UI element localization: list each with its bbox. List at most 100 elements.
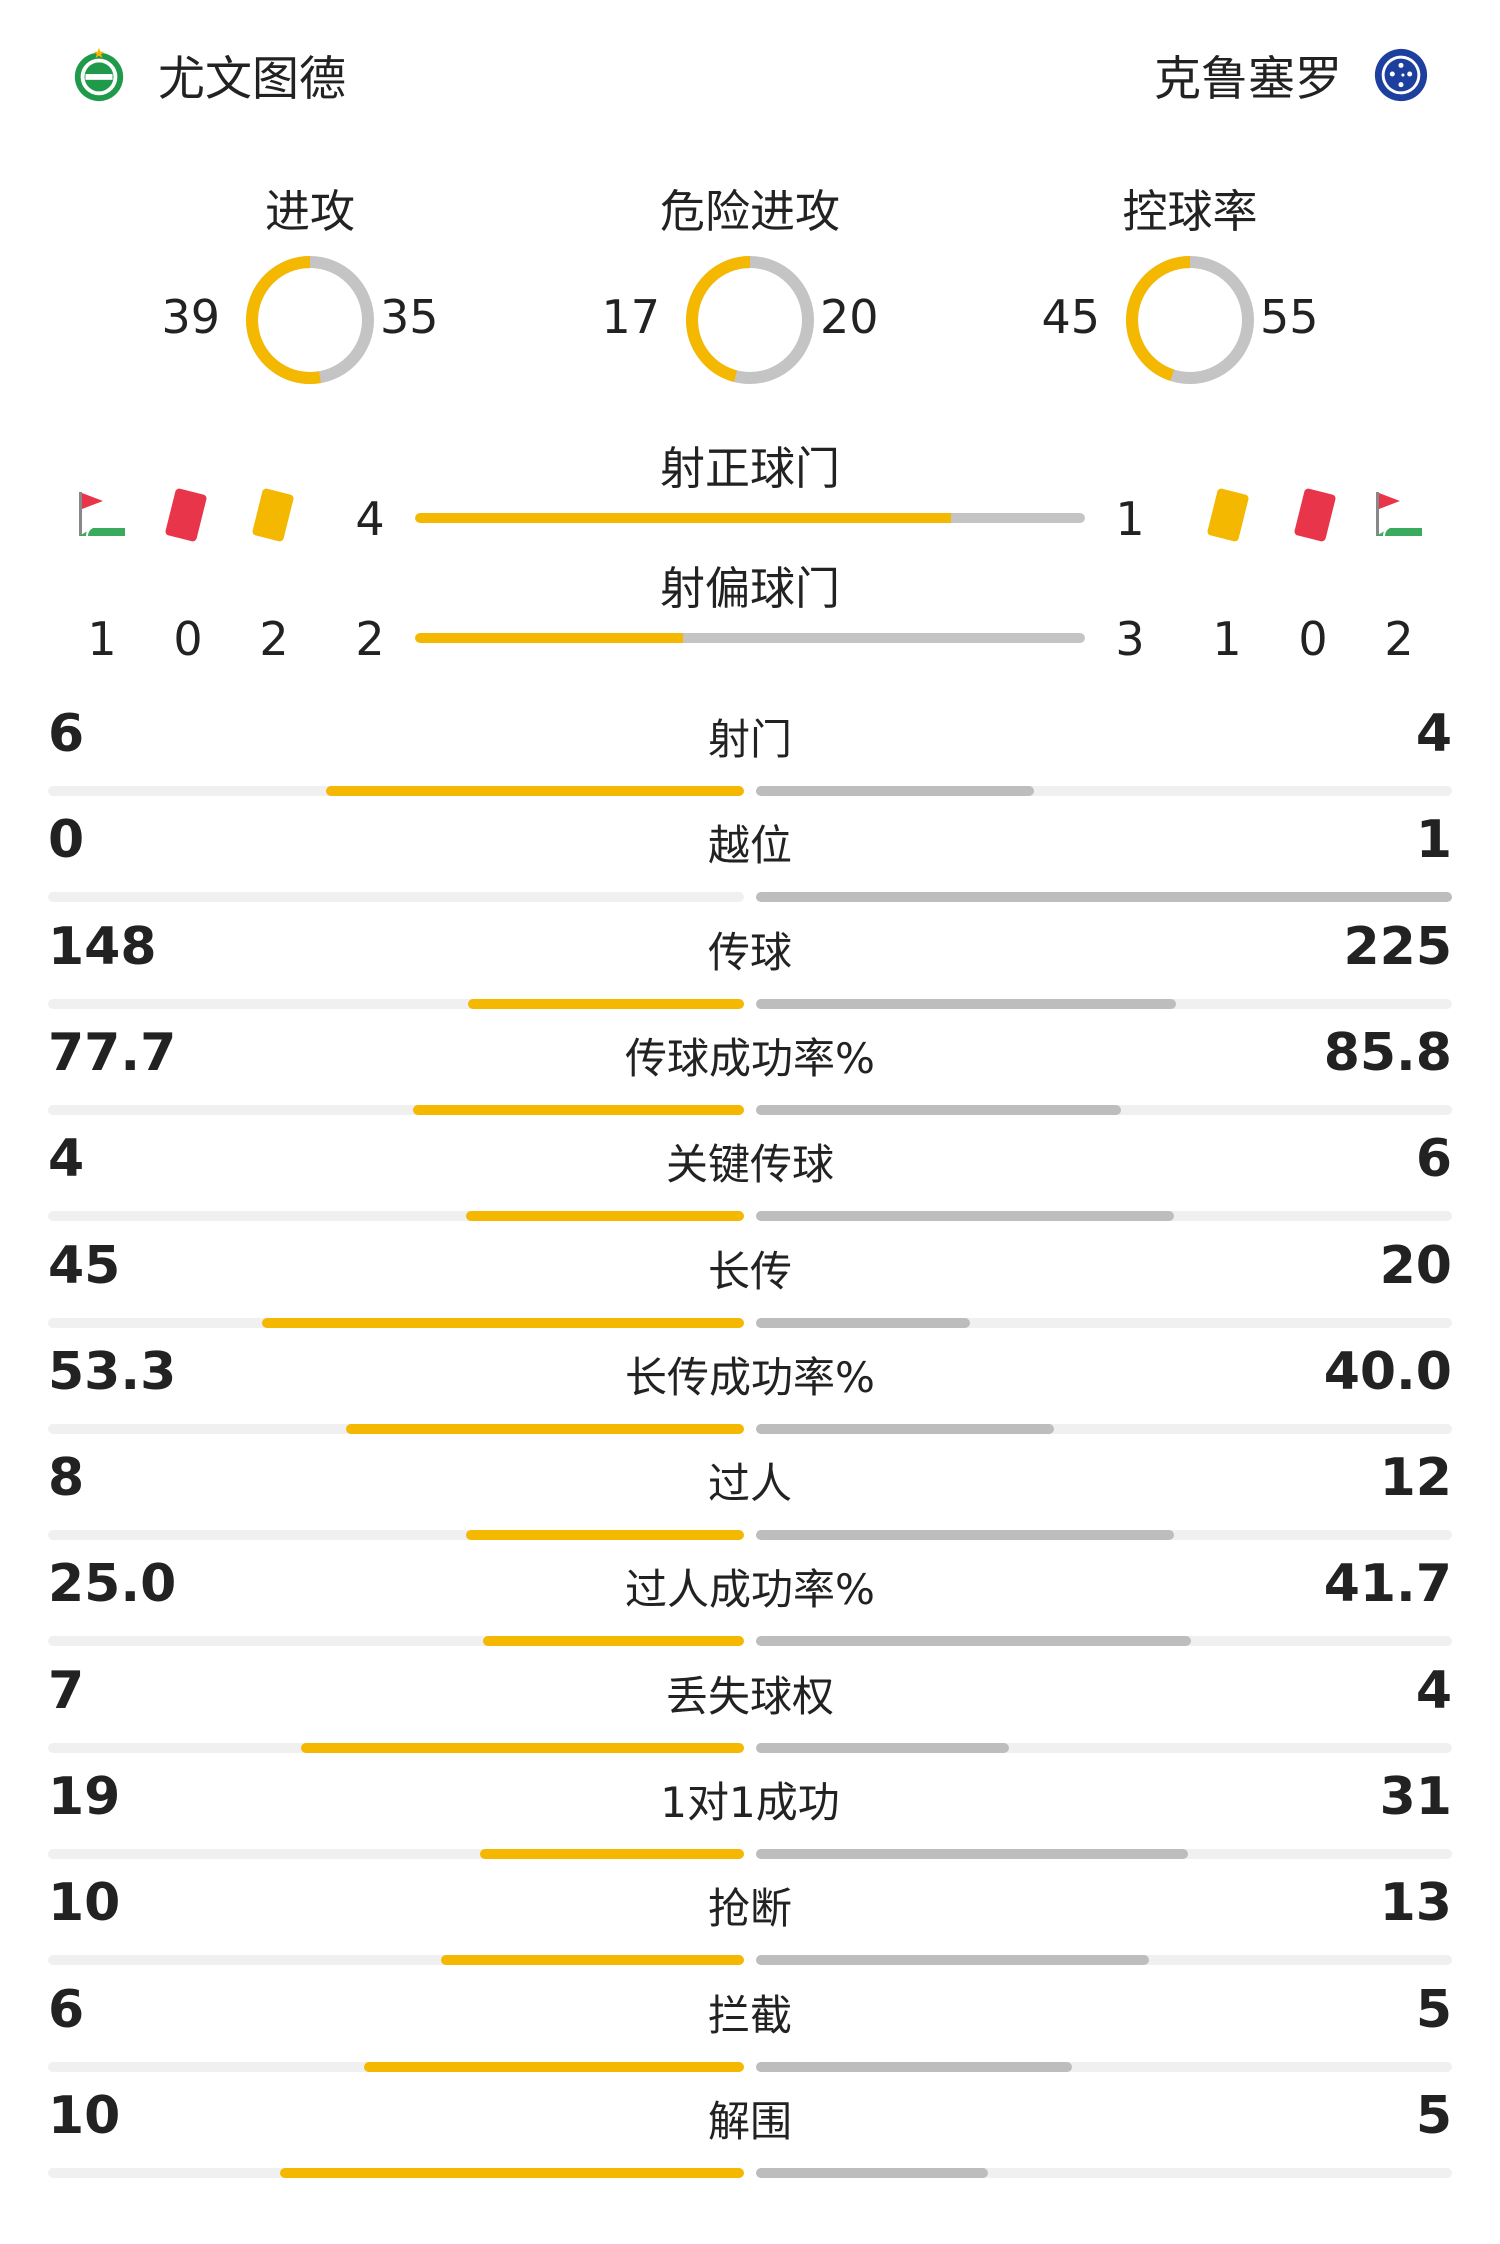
stat-home-track [48, 1636, 744, 1647]
stat-label: 拦截 [707, 1990, 792, 2040]
shots-on-bar [415, 513, 1085, 523]
juventude-crest-icon [74, 47, 124, 101]
donut-attacks: 进攻 39 35 [80, 165, 540, 415]
stat-away-track [756, 786, 1452, 796]
stat-home-value: 4 [48, 1129, 85, 1190]
stat-home-value: 10 [48, 1873, 121, 1934]
stat-away-value: 20 [1379, 1235, 1452, 1296]
stat-row: 19 1对1成功 31 [48, 1759, 1452, 1865]
donut-home-arc [1126, 256, 1254, 384]
shots-on-away-fill [951, 513, 1085, 523]
donut-ring [686, 256, 814, 384]
donut-away-value: 20 [820, 290, 879, 344]
match-header: 尤文图德 克鲁塞罗 [0, 0, 1500, 150]
stat-home-track [48, 1849, 744, 1859]
donut-away-value: 35 [380, 290, 439, 344]
stat-row: 8 过人 12 [48, 1440, 1452, 1546]
stat-row: 25.0 过人成功率% 41.7 [48, 1546, 1452, 1652]
stat-away-bar [756, 998, 1176, 1009]
donut-home-arc [686, 256, 814, 384]
corner-flag-icon [1376, 492, 1422, 537]
stat-row: 6 射门 4 [48, 696, 1452, 802]
stat-home-value: 25.0 [48, 1554, 177, 1615]
stat-home-bar [413, 1104, 744, 1115]
stat-home-track [48, 1530, 744, 1541]
stat-home-value: 10 [48, 2085, 121, 2146]
stat-away-bar [756, 1104, 1121, 1115]
stat-away-value: 12 [1379, 1448, 1452, 1509]
stat-row: 7 丢失球权 4 [48, 1653, 1452, 1759]
stat-home-value: 77.7 [48, 1022, 177, 1083]
stat-home-bar [301, 1742, 744, 1753]
donut-title: 控球率 [1122, 185, 1258, 238]
stat-label: 长传成功率% [625, 1352, 875, 1402]
stat-home-bar [468, 998, 744, 1009]
stat-home-value: 7 [48, 1660, 85, 1721]
stat-away-bar [756, 1530, 1174, 1541]
stat-home-value: 53.3 [48, 1341, 177, 1402]
shots-off-target-title: 射偏球门 [659, 562, 840, 615]
donut-ring [246, 256, 374, 384]
stat-away-value: 4 [1415, 704, 1452, 764]
stat-away-value: 225 [1343, 916, 1452, 977]
donut-home-arc [246, 256, 374, 384]
stat-away-value: 1 [1415, 810, 1452, 871]
stat-home-bar [466, 1211, 744, 1222]
stat-away-value: 41.7 [1323, 1554, 1452, 1615]
stat-row: 10 解围 5 [48, 2078, 1452, 2184]
donut-home-value: 39 [161, 290, 220, 344]
home-team-name: 尤文图德 [158, 52, 346, 107]
stat-away-value: 6 [1415, 1129, 1452, 1190]
stat-away-track [756, 2167, 1452, 2178]
stat-away-bar [756, 786, 1034, 796]
stat-label: 关键传球 [665, 1140, 834, 1190]
stat-home-bar [480, 1849, 744, 1859]
red-card-icon [165, 488, 207, 542]
red-card-icon [1294, 488, 1336, 542]
stat-label: 解围 [707, 2096, 792, 2146]
stat-home-bar [483, 1636, 744, 1647]
donut-away-value: 55 [1260, 290, 1319, 344]
stat-label: 抢断 [707, 1884, 792, 1934]
stat-home-value: 19 [48, 1767, 121, 1827]
stat-away-value: 85.8 [1323, 1022, 1452, 1083]
stat-away-bar [756, 1742, 1009, 1753]
away-team[interactable]: 克鲁塞罗 [1154, 40, 1430, 109]
home-yellow-count: 2 [259, 612, 289, 666]
shots-off-bar [415, 633, 1085, 643]
donut-home-value: 45 [1041, 290, 1100, 344]
stat-home-bar [346, 1423, 744, 1434]
cruzeiro-crest-icon [1374, 48, 1428, 101]
stat-home-value: 6 [48, 704, 85, 764]
stat-row: 45 长传 20 [48, 1228, 1452, 1334]
stat-away-bar [756, 1211, 1174, 1222]
stat-label: 过人 [707, 1459, 792, 1509]
stat-home-value: 8 [48, 1448, 85, 1509]
home-team[interactable]: 尤文图德 [70, 40, 346, 109]
stat-row: 77.7 传球成功率% 85.8 [48, 1015, 1452, 1121]
stat-label: 传球成功率% [625, 1033, 875, 1083]
stat-row: 148 传球 225 [48, 909, 1452, 1015]
stat-away-track [756, 2061, 1452, 2072]
donut-title: 进攻 [264, 185, 355, 238]
stat-row: 53.3 长传成功率% 40.0 [48, 1334, 1452, 1440]
yellow-card-icon [1207, 488, 1249, 542]
away-yellow-count: 1 [1212, 612, 1242, 666]
away-red-count: 0 [1298, 612, 1328, 666]
stat-home-track [48, 1104, 744, 1115]
stat-home-bar [280, 2167, 744, 2178]
away-team-name: 克鲁塞罗 [1154, 52, 1342, 107]
stat-home-value: 45 [48, 1235, 121, 1296]
stat-away-value: 40.0 [1323, 1341, 1452, 1402]
stat-away-bar [756, 892, 1452, 903]
stat-away-bar [756, 1317, 970, 1328]
stat-home-value: 0 [48, 810, 85, 871]
stat-away-bar [756, 2167, 988, 2178]
stat-label: 1对1成功 [660, 1778, 840, 1827]
stat-away-track [756, 1742, 1452, 1753]
home-red-count: 0 [173, 612, 203, 666]
stat-label: 过人成功率% [625, 1565, 875, 1615]
stat-home-track [48, 892, 744, 903]
stat-away-value: 13 [1379, 1873, 1452, 1934]
shots-on-home: 4 [355, 492, 385, 546]
